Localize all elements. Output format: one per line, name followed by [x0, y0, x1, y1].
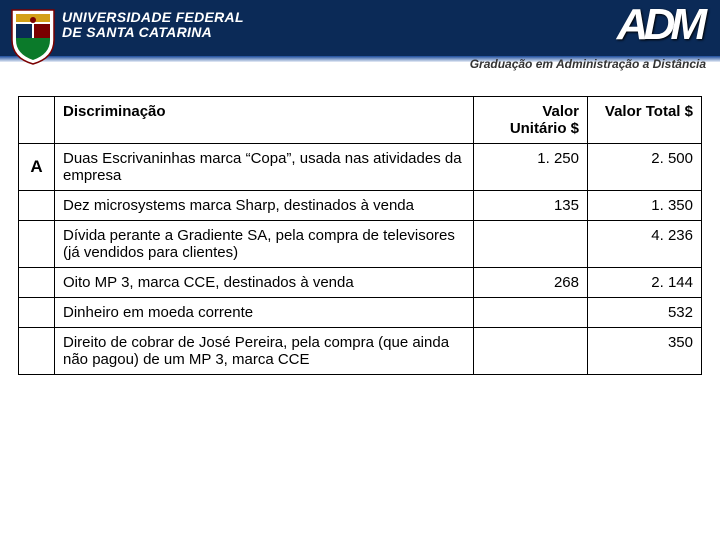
cell-desc: Dez microsystems marca Sharp, destinados…	[55, 191, 474, 221]
cell-unit	[474, 221, 588, 268]
cell-desc: Duas Escrivaninhas marca “Copa”, usada n…	[55, 144, 474, 191]
cell-total: 350	[588, 328, 702, 375]
slide-header: UNIVERSIDADE FEDERAL DE SANTA CATARINA A…	[0, 0, 720, 78]
subtitle: Graduação em Administração a Distância	[470, 57, 706, 71]
col-total: Valor Total $	[588, 97, 702, 144]
cell-mark: A	[19, 144, 55, 191]
cell-mark	[19, 298, 55, 328]
cell-desc: Dívida perante a Gradiente SA, pela comp…	[55, 221, 474, 268]
cell-desc: Oito MP 3, marca CCE, destinados à venda	[55, 268, 474, 298]
cell-desc: Dinheiro em moeda corrente	[55, 298, 474, 328]
cell-mark	[19, 328, 55, 375]
col-mark	[19, 97, 55, 144]
table-body: ADuas Escrivaninhas marca “Copa”, usada …	[19, 144, 702, 375]
table-row: ADuas Escrivaninhas marca “Copa”, usada …	[19, 144, 702, 191]
cell-unit	[474, 328, 588, 375]
university-line2: DE SANTA CATARINA	[62, 25, 244, 40]
cell-unit	[474, 298, 588, 328]
col-unit: Valor Unitário $	[474, 97, 588, 144]
university-name: UNIVERSIDADE FEDERAL DE SANTA CATARINA	[62, 10, 244, 41]
cell-total: 532	[588, 298, 702, 328]
cell-total: 2. 144	[588, 268, 702, 298]
cell-total: 2. 500	[588, 144, 702, 191]
table-row: Dez microsystems marca Sharp, destinados…	[19, 191, 702, 221]
table-row: Direito de cobrar de José Pereira, pela …	[19, 328, 702, 375]
cell-total: 4. 236	[588, 221, 702, 268]
cell-unit: 135	[474, 191, 588, 221]
content-area: Discriminação Valor Unitário $ Valor Tot…	[0, 78, 720, 375]
col-desc: Discriminação	[55, 97, 474, 144]
table-row: Dívida perante a Gradiente SA, pela comp…	[19, 221, 702, 268]
cell-unit: 1. 250	[474, 144, 588, 191]
table-row: Dinheiro em moeda corrente 532	[19, 298, 702, 328]
cell-total: 1. 350	[588, 191, 702, 221]
cell-unit: 268	[474, 268, 588, 298]
cell-desc: Direito de cobrar de José Pereira, pela …	[55, 328, 474, 375]
cell-mark	[19, 268, 55, 298]
table-header-row: Discriminação Valor Unitário $ Valor Tot…	[19, 97, 702, 144]
ufsc-shield-icon	[10, 6, 56, 66]
university-line1: UNIVERSIDADE FEDERAL	[62, 9, 244, 25]
table-row: Oito MP 3, marca CCE, destinados à venda…	[19, 268, 702, 298]
cell-mark	[19, 221, 55, 268]
cell-mark	[19, 191, 55, 221]
adm-brand: ADM	[617, 0, 706, 50]
items-table: Discriminação Valor Unitário $ Valor Tot…	[18, 96, 702, 375]
